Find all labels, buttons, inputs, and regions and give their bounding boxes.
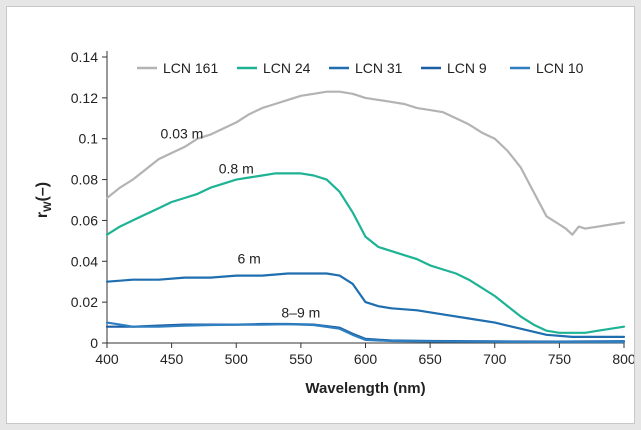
y-axis-label-main: r [34, 212, 51, 218]
y-axis-label-sub: W [42, 201, 54, 212]
x-tick-label: 400 [95, 351, 119, 367]
y-tick-label: 0.14 [71, 49, 98, 65]
x-tick-label: 500 [225, 351, 249, 367]
chart-frame: 400 450 500 550 600 650 700 750 800 0 0.02 0.04 0.06… [6, 6, 635, 424]
x-tick-label: 650 [418, 351, 442, 367]
x-axis-label: Wavelength (nm) [305, 380, 425, 397]
axes: 400 450 500 550 600 650 700 750 800 0 0.02 0.04 0.06… [71, 49, 634, 367]
y-axis-label-suffix: (–) [34, 182, 51, 202]
legend-label: LCN 24 [263, 60, 311, 76]
y-tick-label: 0.12 [71, 90, 98, 106]
legend: LCN 161 LCN 24 LCN 31 LCN 9 LCN 10 [137, 60, 584, 76]
y-tick-label: 0 [90, 335, 98, 351]
legend-label: LCN 9 [447, 60, 487, 76]
x-tick-label: 700 [483, 351, 507, 367]
x-tick-label: 550 [289, 351, 313, 367]
x-tick-label: 450 [160, 351, 184, 367]
spectral-reflectance-chart: 400 450 500 550 600 650 700 750 800 0 0.02 0.04 0.06… [34, 49, 634, 397]
legend-label: LCN 10 [536, 60, 584, 76]
series-line-lcn-24 [105, 172, 626, 334]
y-tick-label: 0.04 [71, 253, 98, 269]
y-tick-label: 0.08 [71, 172, 98, 188]
y-tick-label: 0.02 [71, 294, 98, 310]
y-tick-label: 0.06 [71, 212, 98, 228]
series-line-lcn-31 [105, 272, 626, 338]
legend-label: LCN 31 [355, 60, 403, 76]
depth-annotation: 0.8 m [219, 160, 254, 176]
x-tick-label: 800 [612, 351, 634, 367]
y-axis-label: rW(–) [34, 182, 54, 218]
series-line-lcn-10 [105, 321, 626, 344]
series-lines [105, 90, 626, 344]
depth-annotation: 6 m [238, 250, 261, 266]
depth-annotations: 0.03 m 0.8 m 6 m 8–9 m [161, 126, 321, 321]
x-tick-label: 600 [354, 351, 378, 367]
depth-annotation: 8–9 m [281, 304, 320, 320]
series-line-lcn-161 [105, 90, 626, 236]
x-tick-label: 750 [548, 351, 572, 367]
legend-label: LCN 161 [163, 60, 218, 76]
y-tick-label: 0.1 [79, 131, 99, 147]
depth-annotation: 0.03 m [161, 126, 204, 142]
